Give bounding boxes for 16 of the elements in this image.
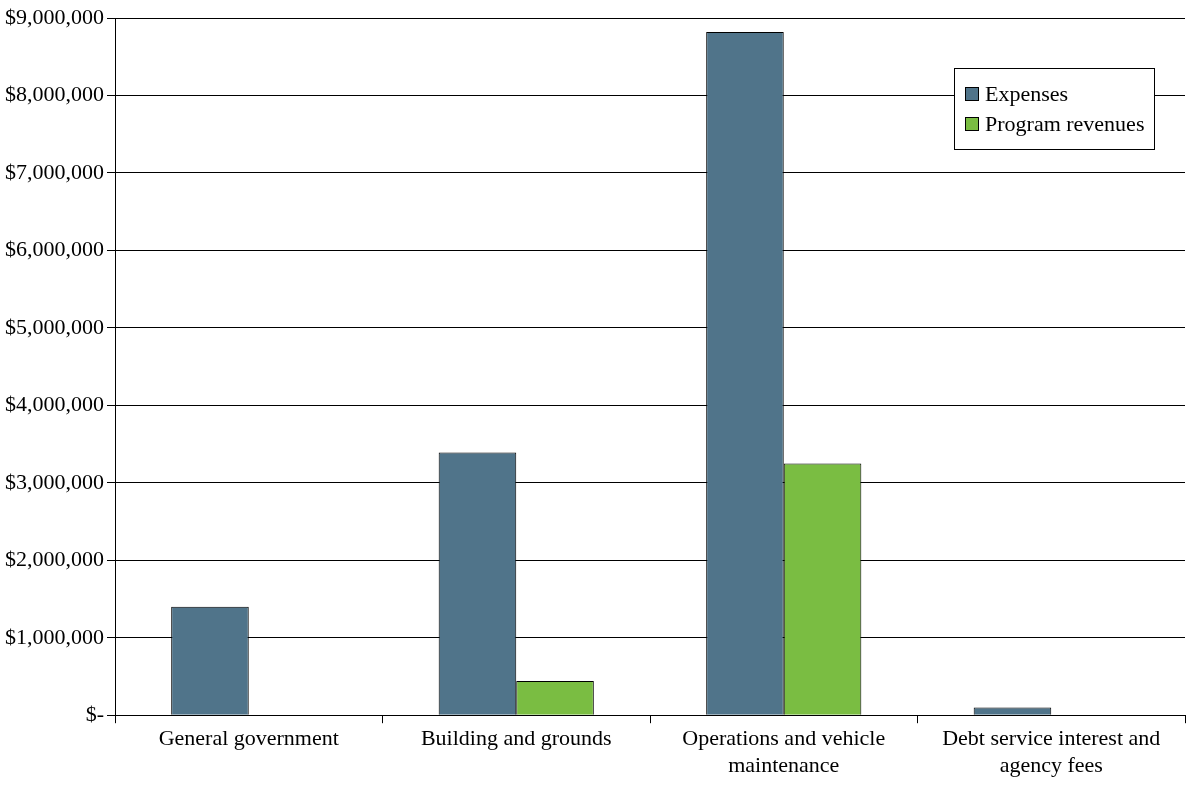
x-tick-label: Building and grounds xyxy=(420,725,612,751)
y-tick-label: $5,000,000 xyxy=(5,313,104,339)
y-tick-label: $3,000,000 xyxy=(5,468,104,494)
x-tick-label: Debt service interest and agency fees xyxy=(942,725,1161,777)
y-tick-label: $1,000,000 xyxy=(5,623,104,649)
y-tick-label: $7,000,000 xyxy=(5,158,104,184)
x-tick-label: Operations and vehicle maintenance xyxy=(682,725,886,777)
legend-label: Expenses xyxy=(985,81,1069,107)
y-tick-label: $9,000,000 xyxy=(5,3,104,29)
y-tick-label: $8,000,000 xyxy=(5,81,104,107)
y-tick-label: $6,000,000 xyxy=(5,236,104,262)
y-tick-label: $4,000,000 xyxy=(5,391,104,417)
y-tick-label: $2,000,000 xyxy=(5,546,104,572)
x-tick-label: General government xyxy=(158,725,339,751)
y-tick-label: $- xyxy=(85,700,104,726)
legend-label: Program revenues xyxy=(985,111,1145,137)
